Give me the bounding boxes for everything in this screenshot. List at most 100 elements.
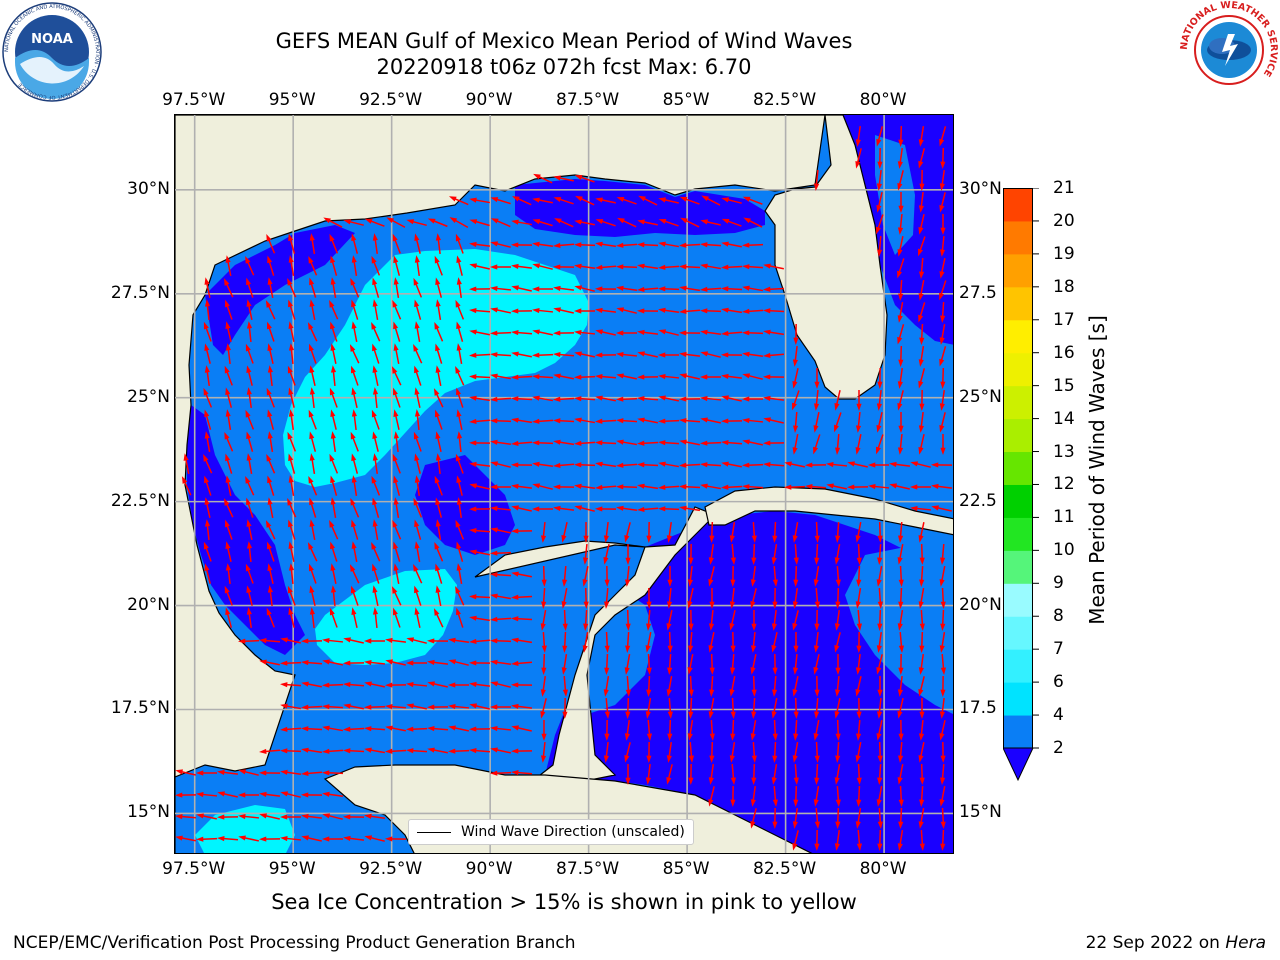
wind-wave-arrowhead	[792, 689, 798, 697]
lon-tick-label: 95°W	[268, 859, 316, 879]
wind-wave-arrowhead	[351, 365, 356, 374]
wind-wave-arrowhead	[413, 564, 419, 572]
wind-wave-arrowhead	[562, 689, 568, 697]
wind-wave-arrowhead	[372, 497, 378, 506]
wind-wave-arrowhead	[898, 667, 904, 675]
wind-wave-arrowhead	[898, 579, 904, 587]
wind-wave-arrowhead	[490, 681, 499, 687]
wind-wave-arrowhead	[919, 645, 925, 653]
wind-wave-arrowhead	[679, 285, 687, 291]
wind-wave-arrowhead	[351, 585, 356, 594]
wind-wave-arrowhead	[490, 725, 498, 732]
wind-wave-arrowhead	[267, 321, 272, 330]
wind-wave-arrowhead	[939, 204, 945, 213]
colorbar-segment	[1003, 352, 1033, 387]
wind-wave-arrowhead	[708, 623, 715, 631]
wind-wave-arrowhead	[603, 689, 609, 697]
wind-wave-arrowhead	[624, 579, 631, 587]
wind-wave-arrowhead	[490, 197, 499, 203]
wind-wave-arrowhead	[637, 440, 645, 446]
wind-wave-arrowhead	[658, 373, 666, 380]
wind-wave-arrowhead	[175, 769, 183, 775]
wind-wave-arrowhead	[288, 519, 293, 528]
wind-wave-arrowhead	[910, 461, 919, 467]
wind-wave-arrowhead	[246, 519, 252, 527]
wind-wave-arrowhead	[763, 395, 771, 401]
wind-wave-arrowhead	[309, 365, 315, 373]
wind-wave-arrowhead	[763, 308, 771, 314]
wind-wave-arrowhead	[204, 409, 210, 418]
wind-wave-arrowhead	[392, 299, 398, 308]
wind-wave-arrowhead	[301, 638, 309, 644]
wind-wave-arrowhead	[604, 579, 610, 587]
wind-wave-arrowhead	[742, 264, 750, 270]
wind-wave-arrowhead	[541, 601, 547, 609]
wind-wave-arrowhead	[511, 594, 519, 600]
wind-wave-arrowhead	[939, 249, 946, 257]
wind-wave-arrowhead	[751, 777, 757, 785]
wind-wave-arrowhead	[469, 726, 477, 732]
wind-wave-arrowhead	[918, 601, 924, 609]
wind-wave-arrowhead	[919, 843, 925, 851]
wind-wave-arrowhead	[246, 321, 253, 329]
wind-wave-arrowhead	[595, 307, 603, 313]
wind-wave-arrowhead	[469, 748, 477, 754]
wind-wave-arrowhead	[730, 711, 736, 719]
wind-wave-arrowhead	[645, 777, 651, 785]
wind-wave-arrowhead	[856, 557, 862, 565]
wind-wave-arrowhead	[308, 409, 314, 418]
wind-wave-arrowhead	[265, 520, 272, 528]
wind-wave-arrowhead	[637, 462, 645, 468]
wind-wave-arrowhead	[532, 329, 540, 335]
wind-wave-arrowhead	[351, 607, 357, 615]
colorbar-tick-label: 20	[1053, 210, 1075, 231]
wind-wave-arrowhead	[217, 769, 225, 775]
wind-wave-arrowhead	[763, 462, 771, 468]
wind-wave-arrowhead	[877, 777, 883, 785]
wind-wave-arrowhead	[637, 286, 645, 292]
wind-wave-arrowhead	[259, 748, 267, 754]
wind-wave-arrowhead	[876, 138, 882, 147]
wind-wave-arrowhead	[553, 352, 561, 358]
wind-wave-arrowhead	[238, 638, 246, 644]
colorbar-segment	[1003, 517, 1033, 551]
wind-wave-arrowhead	[813, 403, 820, 411]
wind-wave-arrowhead	[730, 733, 736, 741]
wind-wave-arrowhead	[889, 461, 897, 467]
wind-wave-arrowhead	[751, 755, 757, 763]
wind-wave-arrowhead	[280, 637, 288, 643]
wind-wave-arrowhead	[372, 607, 379, 615]
wind-wave-arrowhead	[666, 535, 672, 543]
wind-wave-arrowhead	[721, 484, 729, 490]
wind-wave-arrowhead	[813, 667, 819, 675]
wind-wave-arrowhead	[742, 330, 750, 336]
colorbar-segment	[1003, 319, 1033, 354]
wind-wave-arrowhead	[329, 453, 335, 462]
wind-wave-arrowhead	[772, 601, 778, 609]
wind-wave-arrowhead	[364, 218, 373, 224]
wind-wave-arrowhead	[667, 733, 673, 741]
wind-wave-arrowhead	[604, 645, 610, 653]
wind-wave-arrowhead	[939, 292, 944, 301]
wind-wave-arrowhead	[793, 711, 799, 719]
wind-wave-arrowhead	[793, 645, 799, 653]
wind-wave-arrowhead	[435, 563, 441, 572]
wind-wave-arrowhead	[393, 321, 399, 330]
wind-wave-arrowhead	[372, 277, 378, 286]
wind-wave-arrowhead	[414, 585, 419, 594]
wind-wave-arrowhead	[391, 366, 398, 374]
wind-wave-arrowhead	[595, 264, 603, 270]
wind-wave-arrowhead	[604, 711, 610, 719]
wind-wave-arrowhead	[940, 161, 946, 169]
wind-wave-arrowhead	[939, 711, 945, 719]
wind-wave-arrowhead	[329, 607, 335, 616]
wind-wave-arrowhead	[245, 476, 251, 484]
wind-wave-arrowhead	[553, 396, 561, 402]
wind-wave-arrowhead	[435, 299, 441, 307]
wind-wave-arrowhead	[196, 836, 204, 842]
wind-wave-arrowhead	[855, 755, 861, 763]
wind-wave-arrowhead	[223, 278, 230, 286]
wind-wave-arrowhead	[730, 645, 736, 653]
wind-wave-arrowhead	[330, 431, 336, 439]
wind-wave-arrowhead	[511, 770, 519, 776]
